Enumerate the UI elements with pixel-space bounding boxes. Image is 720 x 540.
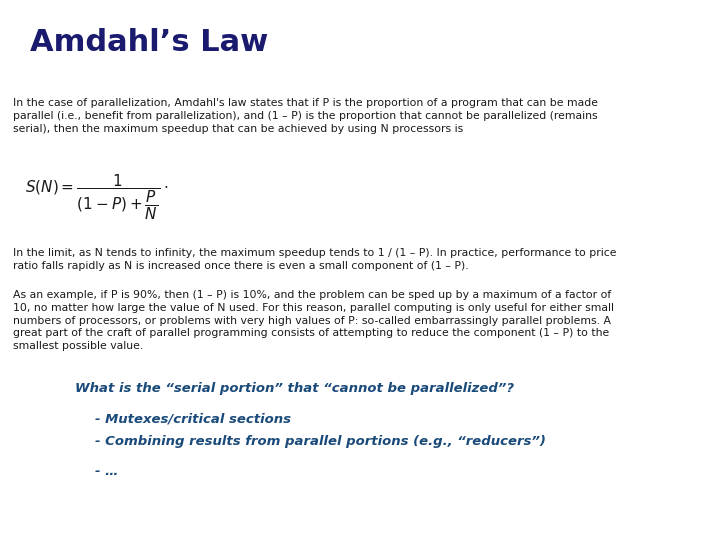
Text: $S(N) = \dfrac{1}{(1-P)+\dfrac{P}{N}}\cdot$: $S(N) = \dfrac{1}{(1-P)+\dfrac{P}{N}}\cd… bbox=[25, 172, 168, 221]
Text: What is the “serial portion” that “cannot be parallelized”?: What is the “serial portion” that “canno… bbox=[75, 382, 514, 395]
Text: - Combining results from parallel portions (e.g., “reducers”): - Combining results from parallel portio… bbox=[95, 435, 546, 448]
Text: In the limit, as N tends to infinity, the maximum speedup tends to 1 / (1 – P). : In the limit, as N tends to infinity, th… bbox=[13, 248, 616, 271]
Text: - …: - … bbox=[95, 465, 118, 478]
Text: In the case of parallelization, Amdahl's law states that if P is the proportion : In the case of parallelization, Amdahl's… bbox=[13, 98, 598, 133]
Text: - Mutexes/critical sections: - Mutexes/critical sections bbox=[95, 412, 291, 425]
Text: Amdahl’s Law: Amdahl’s Law bbox=[30, 28, 269, 57]
Text: As an example, if P is 90%, then (1 – P) is 10%, and the problem can be sped up : As an example, if P is 90%, then (1 – P)… bbox=[13, 290, 614, 351]
